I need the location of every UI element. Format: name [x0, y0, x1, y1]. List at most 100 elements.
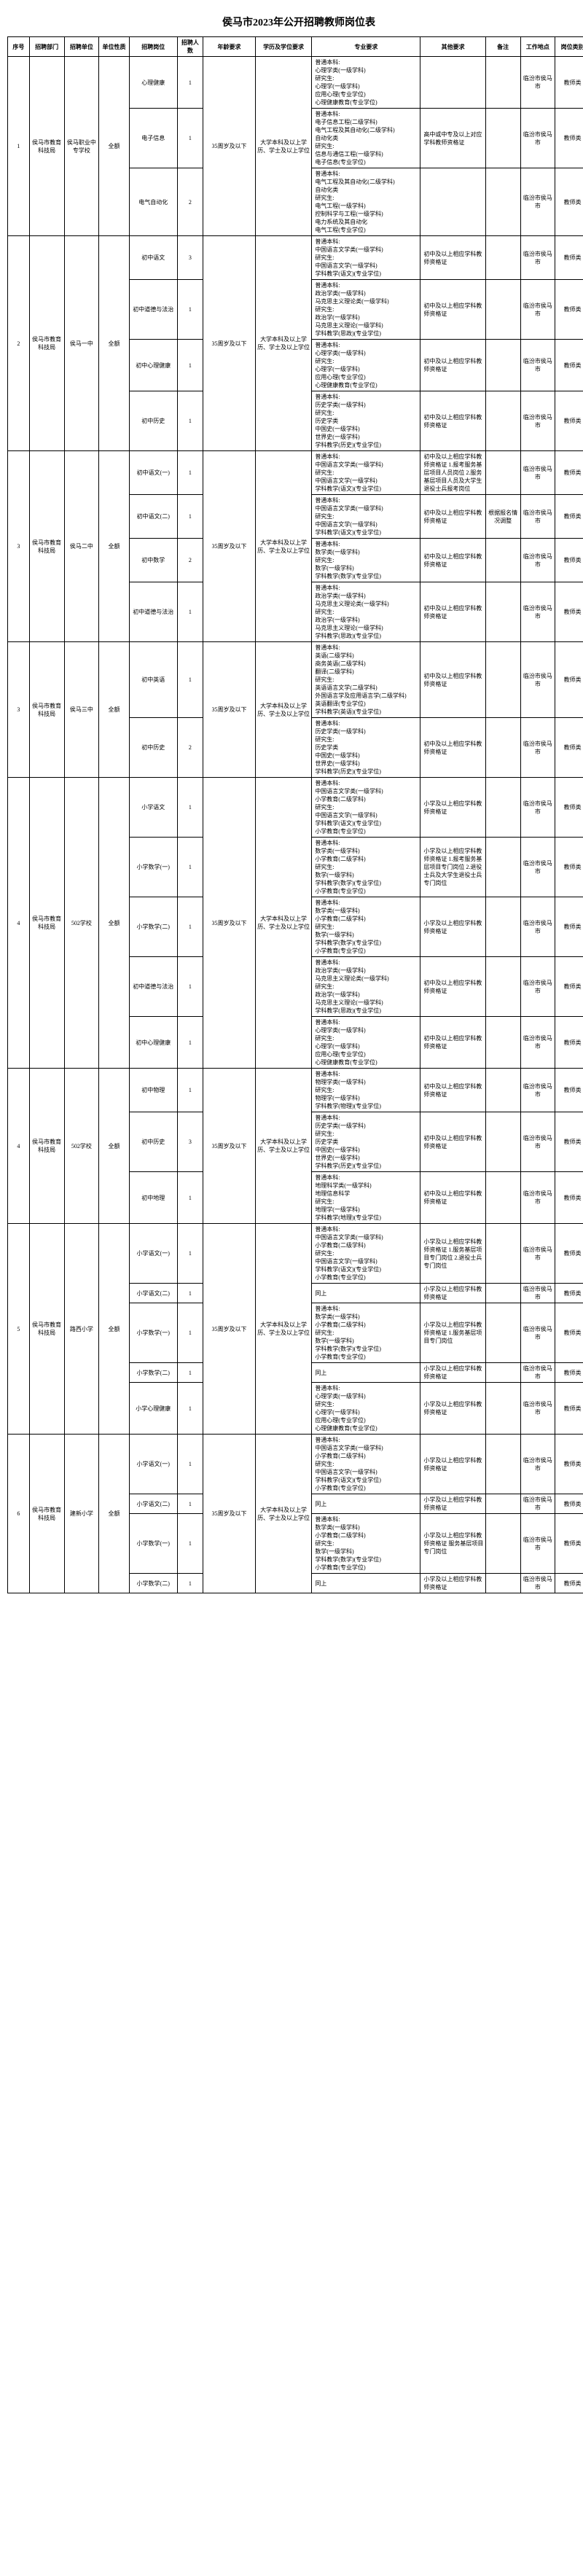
cell-loc: 临汾市侯马市: [520, 642, 555, 718]
cell-position: 初中心理健康: [129, 340, 177, 391]
table-row: 3侯马市教育科技局侯马三中全额初中英语135周岁及以下大学本科及以上学历、学士及…: [8, 642, 583, 718]
cell-req: 普通本科:英语(二级学科)商务英语(二级学科)翻译(二级学科)研究生:英语语言文…: [312, 642, 420, 718]
cell-loc: 临汾市侯马市: [520, 1514, 555, 1574]
cell-seq: 3: [8, 451, 30, 642]
cell-note: [485, 236, 520, 280]
cell-other: 初中及以上相应学科教师资格证: [420, 582, 485, 642]
cell-count: 3: [177, 1112, 203, 1172]
cell-position: 小学数学(二): [129, 897, 177, 957]
cell-note: [485, 1017, 520, 1069]
cell-dept: 侯马市教育科技局: [29, 1069, 64, 1224]
header-4: 招聘岗位: [129, 37, 177, 57]
cell-other: 小学及以上相应学科教师资格证 服务基层项目专门岗位: [420, 1514, 485, 1574]
cell-req: 普通本科:中国语言文学类(一级学科)研究生:中国语言文学(一级学科)学科教学(语…: [312, 451, 420, 495]
cell-other: [420, 57, 485, 109]
header-0: 序号: [8, 37, 30, 57]
cell-nature: 全额: [99, 642, 130, 778]
cell-dept: 侯马市教育科技局: [29, 236, 64, 451]
cell-age: 35周岁及以下: [203, 1224, 256, 1435]
cell-edu: 大学本科及以上学历、学士及以上学位: [255, 1435, 312, 1593]
cell-edu: 大学本科及以上学历、学士及以上学位: [255, 451, 312, 642]
cell-count: 1: [177, 957, 203, 1017]
cell-cat: 教师类: [555, 57, 583, 109]
cell-position: 初中地理: [129, 1172, 177, 1224]
table-row: 2侯马市教育科技局侯马一中全额初中语文335周岁及以下大学本科及以上学历、学士及…: [8, 236, 583, 280]
cell-note: [485, 340, 520, 391]
cell-cat: 教师类: [555, 838, 583, 897]
cell-edu: 大学本科及以上学历、学士及以上学位: [255, 236, 312, 451]
cell-edu: 大学本科及以上学历、学士及以上学位: [255, 778, 312, 1069]
cell-req: 普通本科:政治学类(一级学科)马克思主义理论类(一级学科)研究生:政治学(一级学…: [312, 280, 420, 340]
cell-loc: 临汾市侯马市: [520, 1017, 555, 1069]
cell-note: [485, 582, 520, 642]
cell-req: 同上: [312, 1494, 420, 1514]
cell-count: 1: [177, 1224, 203, 1284]
cell-cat: 教师类: [555, 1494, 583, 1514]
cell-other: 初中及以上相应学科教师资格证: [420, 1112, 485, 1172]
cell-cat: 教师类: [555, 539, 583, 582]
cell-loc: 临汾市侯马市: [520, 1112, 555, 1172]
cell-seq: 6: [8, 1435, 30, 1593]
cell-cat: 教师类: [555, 582, 583, 642]
cell-age: 35周岁及以下: [203, 57, 256, 236]
cell-loc: 临汾市侯马市: [520, 718, 555, 778]
cell-req: 普通本科:政治学类(一级学科)马克思主义理论类(一级学科)研究生:政治学(一级学…: [312, 957, 420, 1017]
cell-position: 电气自动化: [129, 168, 177, 236]
cell-note: [485, 168, 520, 236]
header-9: 其他要求: [420, 37, 485, 57]
cell-other: 初中及以上相应学科教师资格证 1.报考服务基层项目人员岗位 2.服务基层项目人员…: [420, 451, 485, 495]
cell-note: [485, 57, 520, 109]
cell-dept: 侯马市教育科技局: [29, 642, 64, 778]
cell-count: 1: [177, 838, 203, 897]
cell-nature: 全额: [99, 1224, 130, 1435]
cell-cat: 教师类: [555, 778, 583, 838]
cell-count: 1: [177, 280, 203, 340]
table-row: 4侯马市教育科技局502学校全额小学语文135周岁及以下大学本科及以上学历、学士…: [8, 778, 583, 838]
cell-loc: 临汾市侯马市: [520, 1284, 555, 1303]
cell-cat: 教师类: [555, 642, 583, 718]
cell-req: 普通本科:地理科学类(一级学科)地理信息科学研究生:地理学(一级学科)学科教学(…: [312, 1172, 420, 1224]
cell-note: [485, 1514, 520, 1574]
cell-note: [485, 642, 520, 718]
cell-age: 35周岁及以下: [203, 236, 256, 451]
cell-edu: 大学本科及以上学历、学士及以上学位: [255, 57, 312, 236]
cell-note: [485, 838, 520, 897]
cell-count: 1: [177, 1383, 203, 1435]
cell-other: 初中及以上相应学科教师资格证: [420, 539, 485, 582]
cell-note: [485, 718, 520, 778]
cell-position: 初中物理: [129, 1069, 177, 1112]
cell-loc: 临汾市侯马市: [520, 957, 555, 1017]
cell-note: [485, 1069, 520, 1112]
cell-other: 小学及以上相应学科教师资格证: [420, 1363, 485, 1383]
cell-position: 小学数学(二): [129, 1363, 177, 1383]
cell-other: 小学及以上相应学科教师资格证: [420, 778, 485, 838]
cell-other: 小学及以上相应学科教师资格证: [420, 1383, 485, 1435]
cell-req: 普通本科:中国语言文学类(一级学科)小学教育(二级学科)研究生:中国语言文学(一…: [312, 778, 420, 838]
cell-loc: 临汾市侯马市: [520, 168, 555, 236]
cell-seq: 4: [8, 1069, 30, 1224]
cell-req: 普通本科:物理学类(一级学科)研究生:物理学(一级学科)学科教学(物理)(专业学…: [312, 1069, 420, 1112]
cell-count: 1: [177, 1494, 203, 1514]
cell-other: 初中及以上相应学科教师资格证: [420, 236, 485, 280]
cell-note: [485, 1224, 520, 1284]
cell-other: 小学及以上相应学科教师资格证 1.服务基层项目专门岗位: [420, 1303, 485, 1363]
cell-count: 1: [177, 897, 203, 957]
cell-position: 小学语文: [129, 778, 177, 838]
cell-count: 1: [177, 1017, 203, 1069]
cell-loc: 临汾市侯马市: [520, 340, 555, 391]
cell-count: 2: [177, 539, 203, 582]
cell-count: 1: [177, 1284, 203, 1303]
cell-position: 初中语文(二): [129, 495, 177, 539]
cell-other: 初中及以上相应学科教师资格证: [420, 642, 485, 718]
cell-other: 初中及以上相应学科教师资格证: [420, 718, 485, 778]
cell-position: 初中历史: [129, 391, 177, 451]
cell-cat: 教师类: [555, 109, 583, 168]
cell-loc: 临汾市侯马市: [520, 57, 555, 109]
cell-loc: 临汾市侯马市: [520, 778, 555, 838]
cell-loc: 临汾市侯马市: [520, 1383, 555, 1435]
cell-position: 初中道德与法治: [129, 280, 177, 340]
cell-other: 小学及以上相应学科教师资格证: [420, 1574, 485, 1593]
cell-cat: 教师类: [555, 1069, 583, 1112]
header-8: 专业要求: [312, 37, 420, 57]
cell-seq: 5: [8, 1224, 30, 1435]
